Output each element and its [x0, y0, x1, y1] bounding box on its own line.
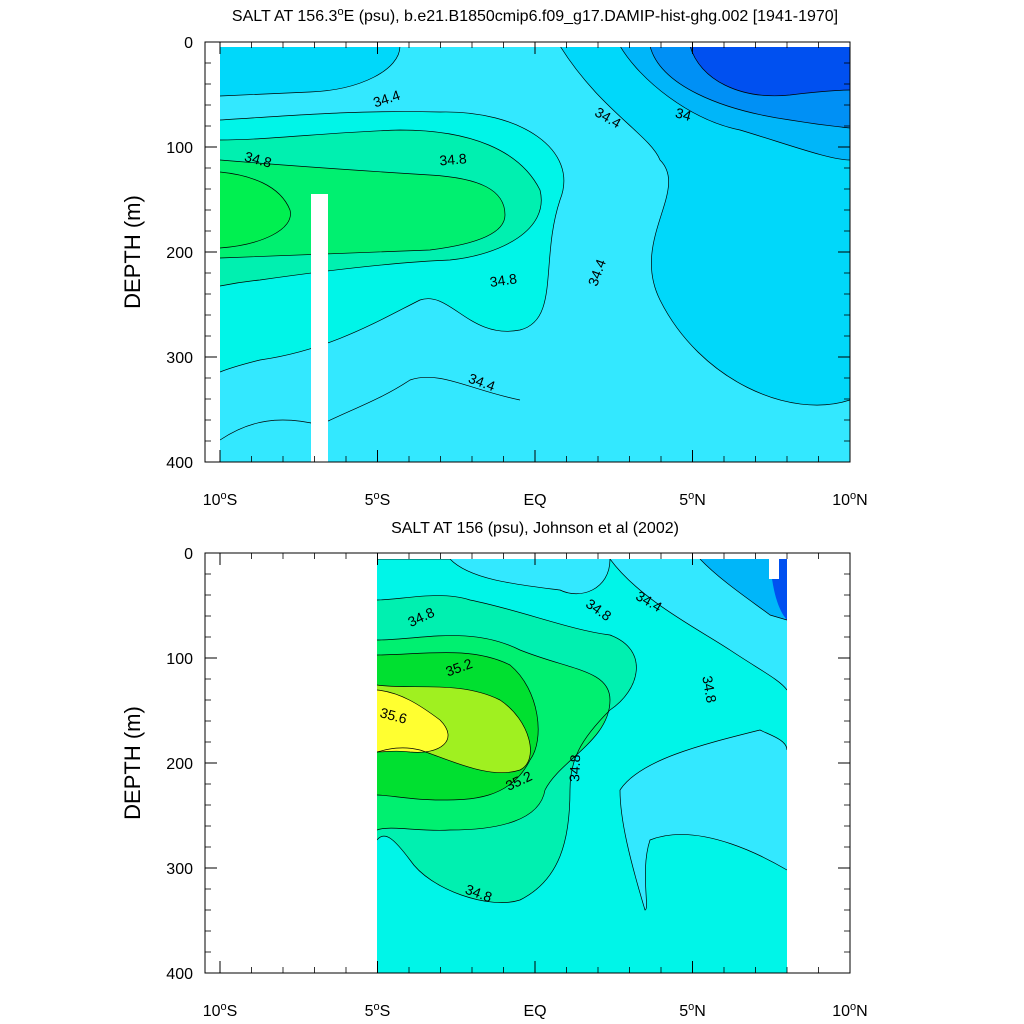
- y-axis-bottom: 0 100 200 300 400: [166, 546, 850, 983]
- x-axis-bottom: 10oS 5oS EQ 5oN 10oN: [203, 553, 868, 1020]
- y-tick-label: 0: [184, 546, 193, 563]
- y-tick-label: 100: [166, 651, 193, 668]
- x-tick-label: 10oS: [203, 1001, 238, 1020]
- x-tick-label: 5oS: [365, 490, 391, 509]
- contour-label: 35.6: [378, 704, 409, 727]
- panel-top-fill: [220, 46, 850, 462]
- y-tick-label: 200: [166, 756, 193, 773]
- x-axis-top: 10oS 5oS EQ 5oN 10oN: [203, 42, 868, 509]
- contour-label: 34: [674, 105, 693, 125]
- x-tick-label: EQ: [523, 1003, 546, 1020]
- x-tick-label: EQ: [523, 492, 546, 509]
- y-tick-label: 100: [166, 140, 193, 157]
- x-tick-label: 5oS: [365, 1001, 391, 1020]
- y-axis-label-bottom: DEPTH (m): [120, 706, 145, 820]
- contour-label: 34.8: [439, 150, 468, 168]
- x-tick-label: 5oN: [679, 490, 706, 509]
- y-tick-label: 0: [184, 35, 193, 52]
- contour-label: 34.8: [243, 148, 274, 171]
- y-tick-label: 400: [166, 455, 193, 472]
- panel-bottom: SALT AT 156 (psu), Johnson et al (2002): [120, 520, 868, 1020]
- panel-bottom-title: SALT AT 156 (psu), Johnson et al (2002): [391, 520, 679, 537]
- x-tick-label: 10oN: [832, 1001, 867, 1020]
- y-tick-label: 300: [166, 350, 193, 367]
- y-tick-label: 300: [166, 861, 193, 878]
- panel-bottom-fill: [377, 559, 787, 973]
- panel-top: SALT AT 156.3oE (psu), b.e21.B1850cmip6.…: [120, 6, 868, 509]
- panel-top-title: SALT AT 156.3oE (psu), b.e21.B1850cmip6.…: [232, 6, 838, 25]
- x-tick-label: 10oS: [203, 490, 238, 509]
- y-tick-label: 200: [166, 245, 193, 262]
- y-axis-label-top: DEPTH (m): [120, 195, 145, 309]
- x-tick-label: 10oN: [832, 490, 867, 509]
- x-tick-label: 5oN: [679, 1001, 706, 1020]
- y-axis-top: 0 100 200 300 400: [166, 35, 850, 472]
- contour-label: 34.8: [489, 270, 518, 290]
- y-tick-label: 400: [166, 966, 193, 983]
- contour-label: 34.8: [699, 674, 720, 704]
- contour-label: 34.8: [566, 754, 583, 782]
